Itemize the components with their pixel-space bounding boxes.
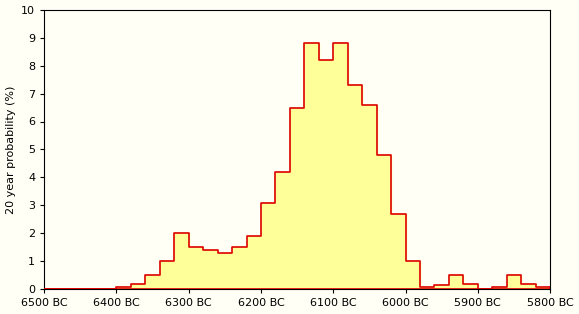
Polygon shape bbox=[44, 43, 550, 290]
Y-axis label: 20 year probability (%): 20 year probability (%) bbox=[6, 85, 16, 214]
